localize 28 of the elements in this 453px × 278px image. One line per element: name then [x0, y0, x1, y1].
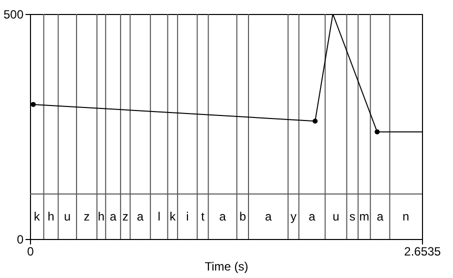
annotation: u	[64, 210, 71, 224]
y-tick-label: 500	[3, 8, 24, 22]
annotation: u	[332, 210, 340, 224]
annotation: m	[359, 210, 370, 224]
point	[374, 129, 380, 134]
annotation: a	[110, 210, 117, 224]
annotation: z	[122, 210, 128, 224]
annotation: h	[48, 210, 54, 224]
annotation: a	[219, 210, 226, 224]
annotation: h	[98, 210, 105, 224]
x-axis-title: Time (s)	[204, 260, 248, 274]
annotation: s	[349, 210, 356, 224]
annotation: a	[136, 210, 144, 224]
annotation: a	[264, 210, 272, 224]
annotation: i	[186, 210, 189, 224]
annotation: t	[201, 210, 206, 224]
annotation: z	[84, 210, 90, 224]
point	[312, 118, 318, 124]
annotation: a	[376, 210, 384, 224]
annotation: a	[308, 210, 316, 224]
annotation: l	[158, 210, 160, 224]
point	[30, 102, 36, 107]
annotation: b	[239, 210, 246, 224]
annotation: k	[34, 210, 41, 224]
annotation: n	[402, 210, 410, 224]
x-tick-label: 2.6535	[404, 244, 442, 258]
annotation: k	[170, 210, 177, 224]
annotation: y	[290, 210, 296, 224]
